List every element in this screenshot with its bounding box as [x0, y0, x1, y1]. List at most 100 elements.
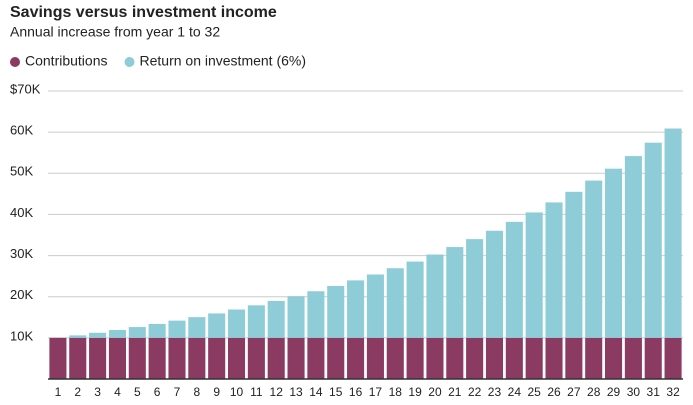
x-tick-label: 18: [389, 385, 403, 399]
x-tick-label: 19: [408, 385, 422, 399]
x-tick-label: 31: [647, 385, 661, 399]
x-tick-label: 13: [289, 385, 303, 399]
bar-segment: [366, 274, 384, 338]
bar-segment: [585, 180, 603, 338]
bar-segment: [227, 337, 246, 379]
x-tick-label: 20: [428, 385, 442, 399]
legend-label: Contributions: [25, 53, 108, 69]
bar-segment: [386, 337, 404, 379]
x-tick-label: 24: [508, 385, 522, 399]
x-tick-label: 25: [527, 385, 541, 399]
bar-segment: [664, 337, 682, 379]
bar-segment: [426, 254, 444, 338]
x-tick-label: 32: [666, 385, 680, 399]
bar-segment: [347, 337, 365, 379]
bar-segment: [208, 313, 226, 338]
bar-segment: [307, 337, 325, 379]
bar-segment: [466, 337, 484, 379]
bar-segment: [585, 337, 603, 379]
bar-segment: [366, 337, 384, 379]
bar-segment: [605, 337, 623, 379]
x-tick-label: 3: [94, 385, 101, 399]
legend-label: Return on investment (6%): [140, 53, 307, 69]
x-tick-label: 5: [134, 385, 141, 399]
bar-segment: [69, 335, 87, 338]
bar-segment: [406, 261, 424, 338]
x-tick-label: 29: [607, 385, 621, 399]
bar-segment: [128, 337, 146, 379]
bar-segment: [644, 142, 662, 338]
bar-segment: [525, 212, 543, 338]
chart-subtitle: Annual increase from year 1 to 32: [10, 24, 220, 40]
bar-segment: [287, 337, 305, 379]
x-tick-label: 12: [270, 385, 284, 399]
bar-segment: [525, 337, 543, 379]
bar-segment: [89, 332, 107, 338]
bar-segment: [565, 337, 583, 379]
bar-segment: [605, 168, 623, 338]
y-tick-label: $70K: [10, 81, 41, 96]
x-tick-label: 1: [55, 385, 62, 399]
bar-segment: [108, 329, 126, 338]
bar-segment: [168, 320, 186, 338]
bar-segment: [386, 268, 404, 338]
x-tick-label: 4: [114, 385, 121, 399]
bar-segment: [69, 337, 87, 379]
bar-segment: [624, 337, 642, 379]
bar-segment: [188, 317, 206, 338]
legend-swatch: [10, 57, 20, 67]
bar-segment: [347, 280, 365, 338]
x-tick-label: 16: [349, 385, 363, 399]
bar-segment: [644, 337, 662, 379]
x-tick-label: 27: [567, 385, 581, 399]
x-tick-label: 15: [329, 385, 343, 399]
bar-segment: [664, 128, 682, 338]
x-tick-label: 23: [488, 385, 502, 399]
bar-segment: [624, 156, 642, 338]
bar-segment: [327, 285, 345, 338]
bar-segment: [565, 191, 583, 338]
bar-segment: [485, 337, 504, 379]
bar-segment: [545, 337, 563, 379]
bar-segment: [505, 337, 523, 379]
x-tick-label: 22: [468, 385, 482, 399]
bar-segment: [188, 337, 206, 379]
bar-segment: [307, 291, 325, 338]
bar-segment: [267, 300, 285, 338]
y-tick-label: 60K: [10, 123, 33, 138]
legend-swatch: [124, 57, 135, 67]
bar-segment: [168, 337, 186, 379]
x-tick-label: 30: [627, 385, 641, 399]
bar-segment: [89, 337, 107, 379]
bar-segment: [406, 337, 424, 379]
y-tick-label: 40K: [10, 205, 33, 220]
chart-title: Savings versus investment income: [10, 4, 277, 21]
x-tick-label: 17: [369, 385, 383, 399]
bar-segment: [267, 337, 285, 379]
x-tick-label: 7: [174, 385, 181, 399]
bar-segment: [208, 337, 226, 379]
x-tick-label: 9: [213, 385, 220, 399]
x-tick-label: 11: [250, 385, 263, 399]
x-tick-label: 6: [154, 385, 161, 399]
bar-segment: [485, 230, 504, 338]
bar-segment: [49, 337, 67, 379]
bar-segment: [227, 309, 246, 338]
bar-segment: [466, 239, 484, 338]
bar-segment: [247, 337, 265, 379]
bar-segment: [287, 296, 305, 338]
x-tick-label: 26: [547, 385, 561, 399]
y-tick-label: 50K: [10, 164, 33, 179]
x-tick-label: 28: [587, 385, 601, 399]
x-tick-label: 8: [193, 385, 200, 399]
x-tick-label: 21: [448, 385, 462, 399]
x-tick-label: 2: [74, 385, 81, 399]
bar-segment: [327, 337, 345, 379]
y-tick-label: 20K: [10, 287, 33, 302]
bar-segment: [426, 337, 444, 379]
bar-segment: [505, 221, 523, 338]
x-tick-label: 10: [230, 385, 244, 399]
bar-segment: [446, 337, 464, 379]
bar-segment: [108, 337, 126, 379]
